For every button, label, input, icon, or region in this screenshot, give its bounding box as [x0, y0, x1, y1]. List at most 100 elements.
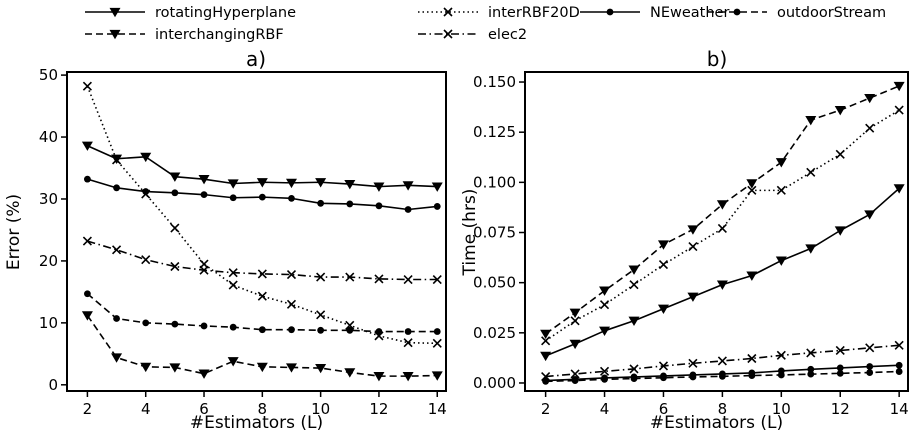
data-point: [717, 356, 727, 366]
panel-b-time: b) 2 4 6 8 10 12 14 0.000 0.025 0.050 0.075 0.100 0.1…: [460, 47, 909, 433]
data-point: [402, 372, 414, 382]
data-point: [111, 245, 122, 255]
data-point: [834, 226, 846, 236]
series-elec2: [82, 236, 442, 285]
data-point: [403, 338, 413, 348]
panel-title: a): [246, 47, 266, 71]
data-point: [285, 178, 297, 189]
legend-label: interchangingRBF: [155, 27, 284, 43]
data-point: [229, 323, 237, 331]
data-point: [431, 371, 443, 381]
data-point: [81, 311, 93, 321]
data-point: [688, 241, 698, 252]
data-point: [113, 315, 120, 322]
data-point: [404, 328, 412, 335]
data-point: [658, 361, 669, 371]
data-point: [570, 316, 580, 326]
data-point: [142, 188, 150, 195]
series-rotating-hyperplane: [540, 184, 905, 362]
data-point: [687, 225, 699, 235]
data-point: [571, 377, 579, 384]
data-point: [541, 336, 551, 346]
data-point: [835, 345, 845, 356]
data-point: [689, 373, 697, 381]
x-tick-label: 6: [199, 400, 209, 418]
data-point: [569, 308, 581, 318]
data-point: [258, 193, 266, 201]
y-tick-label: 10: [39, 314, 58, 332]
data-point: [169, 172, 181, 182]
legend-label: elec2: [488, 27, 527, 43]
x-tick-label: 12: [831, 400, 850, 418]
x-tick-label: 8: [258, 400, 268, 418]
data-point: [657, 304, 669, 314]
series-inter-rbf20-d: [82, 81, 442, 348]
series-line: [86, 85, 438, 345]
data-point: [893, 184, 905, 194]
data-point: [140, 362, 152, 373]
series-interchanging-rbf: [81, 311, 443, 382]
data-point: [432, 274, 442, 285]
series-interchanging-rbf: [540, 81, 905, 340]
x-tick-label: 10: [311, 400, 330, 418]
series-rotating-hyperplane: [81, 141, 443, 192]
data-point: [228, 268, 238, 278]
y-tick-label: 30: [39, 190, 58, 208]
x-tick-label: 14: [890, 400, 909, 418]
data-point: [169, 363, 181, 373]
series-outdoor-stream: [542, 368, 903, 385]
data-point: [344, 368, 356, 378]
data-point: [747, 353, 757, 364]
x-tick-label: 6: [659, 400, 669, 418]
y-tick-label: 0.000: [473, 374, 516, 392]
data-point: [866, 369, 874, 376]
data-point: [805, 116, 817, 126]
data-point: [835, 149, 845, 159]
x-tick-label: 12: [369, 400, 388, 418]
data-point: [111, 155, 122, 165]
data-point: [658, 260, 669, 270]
x-tick-label: 4: [141, 400, 151, 418]
data-point: [84, 175, 91, 183]
data-point: [228, 280, 238, 290]
series-line: [86, 293, 438, 333]
data-point: [864, 93, 876, 104]
data-point: [599, 286, 611, 296]
data-point: [171, 320, 179, 328]
data-point: [628, 316, 640, 327]
y-tick-label: 0: [48, 376, 58, 394]
legend-marker-triangle: [109, 29, 121, 40]
data-point: [893, 81, 905, 92]
data-point: [345, 320, 355, 330]
data-point: [227, 357, 239, 367]
series-line: [545, 187, 900, 357]
series-line: [545, 109, 900, 342]
data-point: [402, 181, 414, 191]
data-point: [346, 200, 354, 208]
data-point: [227, 179, 239, 189]
data-point: [170, 261, 180, 272]
data-point: [629, 364, 639, 374]
data-point: [776, 350, 786, 360]
data-point: [84, 290, 91, 298]
data-point: [374, 274, 384, 284]
data-point: [200, 322, 208, 330]
data-point: [257, 269, 267, 279]
data-point: [630, 375, 638, 382]
data-point: [865, 343, 875, 353]
data-point: [834, 105, 846, 116]
data-point: [807, 370, 815, 378]
data-point: [199, 265, 209, 275]
data-point: [894, 105, 904, 115]
data-point: [432, 338, 442, 348]
data-point: [599, 300, 610, 310]
data-point: [599, 366, 610, 376]
data-point: [403, 274, 413, 285]
legend-marker-triangle: [109, 7, 121, 18]
data-point: [805, 244, 817, 254]
data-point: [628, 265, 640, 275]
data-point: [82, 236, 92, 246]
y-tick-label: 50: [39, 66, 58, 84]
data-point: [688, 358, 698, 368]
